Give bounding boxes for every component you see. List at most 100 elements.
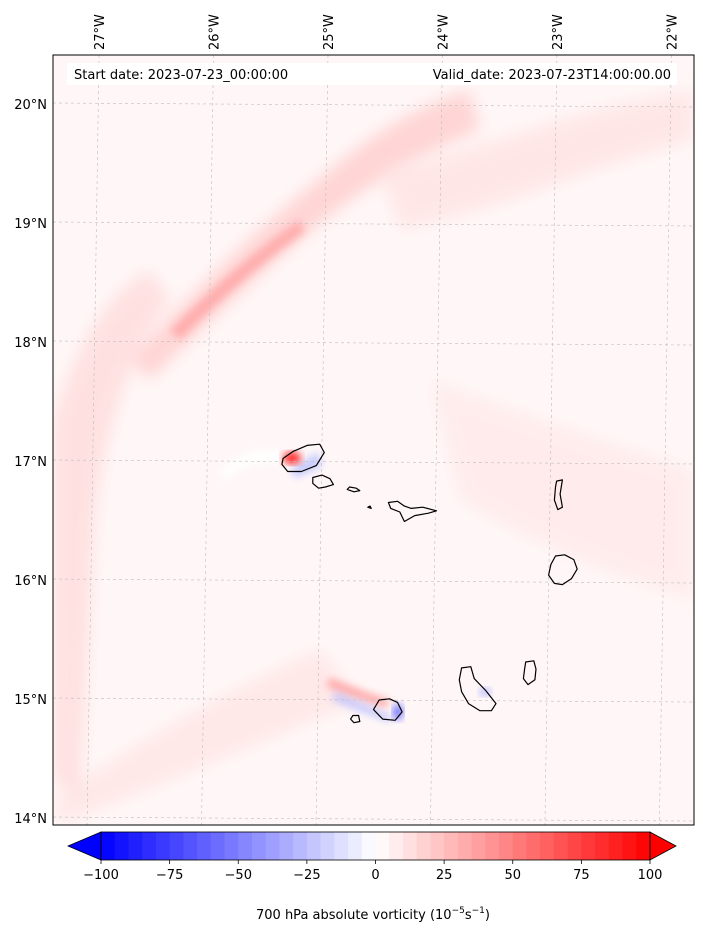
colorbar-segment xyxy=(128,832,143,860)
colorbar-segment xyxy=(279,832,294,860)
longitude-tick-label: 25°W xyxy=(322,14,337,50)
colorbar-segment xyxy=(375,832,390,860)
colorbar-segment xyxy=(265,832,280,860)
colorbar-segment xyxy=(320,832,335,860)
island-coastline xyxy=(281,443,325,473)
parallel-gridline xyxy=(53,697,694,703)
colorbar-segment xyxy=(114,832,129,860)
island-coastline xyxy=(387,500,438,523)
meridian-gridline xyxy=(544,55,558,825)
colorbar-tick-label: 25 xyxy=(436,868,453,883)
parallel-gridline xyxy=(53,816,694,822)
colorbar-segment xyxy=(471,832,486,860)
colorbar-segment xyxy=(389,832,404,860)
colorbar-segment xyxy=(361,832,376,860)
vorticity-max-santo-antao xyxy=(283,452,301,464)
colorbar-tick-label: 50 xyxy=(504,868,521,883)
island-coastline xyxy=(372,698,403,721)
longitude-tick-label: 24°W xyxy=(436,14,451,50)
colorbar-segment xyxy=(512,832,527,860)
colorbar-label: 700 hPa absolute vorticity (10−5s−1) xyxy=(256,906,490,923)
longitude-tick-label: 23°W xyxy=(551,14,566,50)
meridian-gridline xyxy=(430,55,443,825)
colorbar-tick-label: 75 xyxy=(573,868,590,883)
longitude-tick-label: 22°W xyxy=(665,14,680,50)
island-coastline xyxy=(547,554,578,586)
island-coastline xyxy=(553,479,564,511)
island-coastline xyxy=(367,505,372,509)
colorbar-segment xyxy=(334,832,349,860)
parallel-gridline xyxy=(53,340,694,346)
date-header-background xyxy=(67,63,677,85)
colorbar-segment xyxy=(567,832,582,860)
latitude-tick-label: 19°N xyxy=(14,217,47,232)
parallel-gridline xyxy=(53,459,694,465)
colorbar-extend-low xyxy=(66,831,102,861)
colorbar-tick-label: −100 xyxy=(83,868,119,883)
colorbar-segment xyxy=(430,832,445,860)
island-coastline xyxy=(350,714,361,724)
longitude-tick-labels: 27°W 26°W 25°W 24°W 23°W 22°W xyxy=(93,14,680,50)
colorbar-tick-label: −25 xyxy=(293,868,320,883)
latitude-tick-labels: 20°N 19°N 18°N 17°N 16°N 15°N 14°N xyxy=(14,98,47,827)
colorbar-segment xyxy=(444,832,459,860)
colorbar-segment xyxy=(238,832,253,860)
colorbar-segment xyxy=(306,832,322,860)
meridian-gridline xyxy=(86,55,100,825)
wake-fogo-positive xyxy=(326,678,390,708)
latitude-tick-label: 18°N xyxy=(14,336,47,351)
parallel-gridline xyxy=(53,221,694,227)
latitude-tick-label: 16°N xyxy=(14,574,47,589)
island-coastline xyxy=(312,474,334,489)
latitude-tick-label: 14°N xyxy=(14,812,47,827)
colorbar-segment xyxy=(210,832,226,860)
parallel-gridline xyxy=(53,102,694,108)
colorbar-segment xyxy=(540,832,555,860)
colorbar-segment xyxy=(402,832,418,860)
longitude-tick-label: 26°W xyxy=(208,14,223,50)
colorbar-tick-label: 0 xyxy=(371,868,379,883)
colorbar-extend-high xyxy=(649,831,677,861)
colorbar-segment xyxy=(416,832,431,860)
parallel-gridline xyxy=(53,578,694,584)
colorbar: −100 −75 −50 −25 0 25 50 75 100 700 hPa absolute… xyxy=(66,831,677,923)
colorbar-segment xyxy=(457,832,473,860)
island-coastline xyxy=(522,660,537,686)
gridlines xyxy=(53,55,694,825)
meridian-gridline xyxy=(659,55,672,825)
field-streak-white xyxy=(220,450,290,480)
meridian-gridline xyxy=(201,55,214,825)
map-frame xyxy=(52,54,695,826)
colorbar-segment xyxy=(581,832,596,860)
meridian-gridline xyxy=(315,55,329,825)
latitude-tick-label: 20°N xyxy=(14,98,47,113)
colorbar-segment xyxy=(622,832,637,860)
latitude-tick-label: 15°N xyxy=(14,693,47,708)
colorbar-segment xyxy=(169,832,184,860)
colorbar-ticks: −100 −75 −50 −25 0 25 50 75 100 xyxy=(83,860,662,883)
colorbar-segment xyxy=(485,832,500,860)
start-date-label: Start date: 2023-07-23_00:00:00 xyxy=(74,68,288,83)
date-header: Start date: 2023-07-23_00:00:00 Valid_da… xyxy=(67,63,677,85)
field-band-left xyxy=(53,270,170,800)
colorbar-segment xyxy=(142,832,157,860)
latitude-tick-label: 17°N xyxy=(14,455,47,470)
colorbar-tick-label: −50 xyxy=(225,868,252,883)
colorbar-segment xyxy=(499,832,514,860)
colorbar-segment xyxy=(183,832,198,860)
field-ridge xyxy=(170,220,305,340)
colorbar-segment xyxy=(348,832,363,860)
colorbar-segment xyxy=(101,832,116,860)
colorbar-segment xyxy=(595,832,610,860)
colorbar-tick-label: 100 xyxy=(638,868,663,883)
island-coastline xyxy=(346,486,361,493)
islands xyxy=(281,443,578,724)
colorbar-segment xyxy=(553,832,569,860)
colorbar-segment xyxy=(636,832,651,860)
field-band-upper xyxy=(380,90,694,230)
colorbar-segments xyxy=(101,832,651,860)
field-band-main xyxy=(130,90,480,380)
field-band-east xyxy=(430,380,694,600)
wake-fogo-negative xyxy=(332,692,392,722)
